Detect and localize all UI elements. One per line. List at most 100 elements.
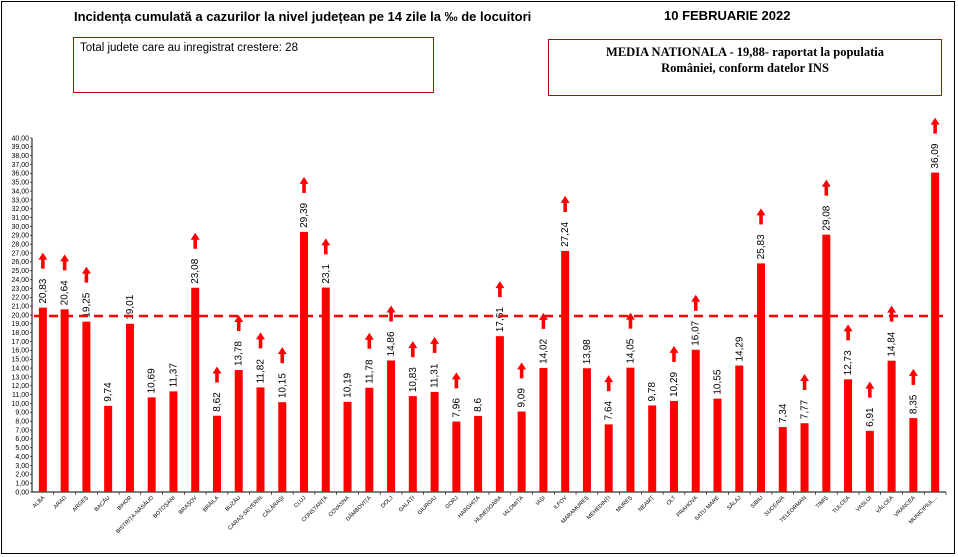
category-label-39: VASLUI <box>855 495 873 513</box>
y-tick-label: 2,00 <box>15 472 29 479</box>
data-label-38: 12,73 <box>843 350 854 375</box>
y-tick-label: 37,00 <box>11 162 29 169</box>
bar-21 <box>474 415 483 492</box>
y-tick-label: 7,00 <box>15 427 29 434</box>
data-label-40: 14,84 <box>887 331 898 356</box>
category-label-5: BIHOR <box>117 495 134 512</box>
y-tick-label: 27,00 <box>11 250 29 257</box>
y-tick-label: 8,00 <box>15 419 29 426</box>
category-label-6: BISTRIȚA-NĂSĂUD <box>115 494 156 535</box>
increase-arrow-16 <box>364 332 374 349</box>
increase-count-box: Total judete care au inregistrat crester… <box>73 37 434 93</box>
y-tick-label: 1,00 <box>15 480 29 487</box>
bar-26 <box>582 368 591 492</box>
y-tick-label: 40,00 <box>11 135 29 142</box>
national-average-box: MEDIA NATIONALA - 19,88- raportat la pop… <box>548 39 942 96</box>
y-tick-label: 26,00 <box>11 259 29 266</box>
data-label-4: 9,74 <box>103 382 114 402</box>
category-label-37: TIMIȘ <box>815 495 830 510</box>
y-tick-label: 13,00 <box>11 374 29 381</box>
y-tick-label: 10,00 <box>11 401 29 408</box>
y-tick-label: 16,00 <box>11 348 29 355</box>
increase-arrow-41 <box>908 368 918 385</box>
y-tick-label: 6,00 <box>15 436 29 443</box>
bar-25 <box>561 250 570 492</box>
increase-arrow-17 <box>386 305 396 322</box>
category-label-13: CLUJ <box>293 495 307 509</box>
data-label-18: 10,83 <box>408 367 419 392</box>
category-label-28: MUREȘ <box>615 495 634 514</box>
data-label-11: 11,82 <box>256 359 267 384</box>
increase-arrow-37 <box>821 179 831 196</box>
y-tick-label: 22,00 <box>11 295 29 302</box>
data-label-5: 19,01 <box>125 294 136 319</box>
bar-36 <box>800 423 809 492</box>
bar-18 <box>408 396 417 492</box>
category-label-40: VÂLCEA <box>874 494 895 515</box>
y-tick-label: 36,00 <box>11 171 29 178</box>
increase-arrow-24 <box>538 312 548 329</box>
bar-4 <box>104 405 113 492</box>
bar-2 <box>60 309 69 492</box>
y-tick-label: 39,00 <box>11 144 29 151</box>
increase-arrow-34 <box>756 208 766 225</box>
bar-34 <box>757 263 766 492</box>
category-label-30: OLT <box>666 495 678 507</box>
bar-23 <box>517 411 526 492</box>
increase-arrow-36 <box>800 374 810 391</box>
y-tick-label: 34,00 <box>11 188 29 195</box>
data-label-3: 19,25 <box>81 292 92 317</box>
category-label-33: SĂLAJ <box>726 494 743 511</box>
bar-20 <box>452 421 461 492</box>
bar-5 <box>125 323 134 492</box>
data-label-34: 25,83 <box>756 234 767 259</box>
increase-arrow-25 <box>560 195 570 212</box>
bar-41 <box>909 418 918 492</box>
data-label-13: 29,39 <box>299 202 310 227</box>
data-label-30: 10,29 <box>669 371 680 396</box>
y-tick-label: 31,00 <box>11 215 29 222</box>
y-tick-label: 11,00 <box>12 392 29 399</box>
data-label-42: 36,09 <box>930 143 941 168</box>
increase-arrow-23 <box>517 362 527 379</box>
bar-19 <box>430 391 439 492</box>
data-label-8: 23,08 <box>190 258 201 283</box>
bar-17 <box>387 360 396 492</box>
y-tick-label: 38,00 <box>11 153 29 160</box>
bar-27 <box>604 424 613 492</box>
data-label-10: 13,78 <box>234 341 245 366</box>
data-label-15: 10,19 <box>343 372 354 397</box>
category-label-24: IAȘI <box>535 495 547 507</box>
category-label-27: MEHEDINȚI <box>586 495 612 521</box>
data-label-29: 9,78 <box>647 382 658 402</box>
increase-arrow-27 <box>604 375 614 392</box>
y-tick-label: 0,00 <box>15 489 29 496</box>
increase-arrow-28 <box>625 312 635 329</box>
category-label-17: DOLJ <box>380 495 394 509</box>
y-tick-label: 14,00 <box>11 365 29 372</box>
y-tick-label: 25,00 <box>11 268 29 275</box>
data-label-21: 8,6 <box>473 398 484 412</box>
bar-31 <box>691 349 700 492</box>
category-label-9: BRĂILA <box>201 494 220 513</box>
data-label-22: 17,61 <box>495 307 506 332</box>
category-label-25: ILFOV <box>553 495 569 511</box>
category-label-35: SUCEAVA <box>764 495 787 518</box>
bar-14 <box>321 287 330 492</box>
bar-22 <box>495 336 504 492</box>
category-label-34: SIBIU <box>750 495 765 510</box>
chart-title: Incidența cumulată a cazurilor la nivel … <box>74 9 532 24</box>
data-label-33: 14,29 <box>734 336 745 361</box>
category-label-2: ARAD <box>53 495 68 510</box>
y-tick-label: 23,00 <box>11 286 29 293</box>
data-label-14: 23,1 <box>321 264 332 284</box>
data-label-7: 11,37 <box>168 363 179 388</box>
category-label-10: BUZĂU <box>224 494 242 512</box>
increase-arrow-11 <box>256 332 265 349</box>
bar-32 <box>713 398 722 492</box>
increase-arrow-31 <box>691 294 701 311</box>
bar-38 <box>844 379 853 492</box>
increase-arrow-1 <box>38 252 48 269</box>
increase-arrow-8 <box>190 232 200 249</box>
category-label-1: ALBA <box>32 495 47 510</box>
